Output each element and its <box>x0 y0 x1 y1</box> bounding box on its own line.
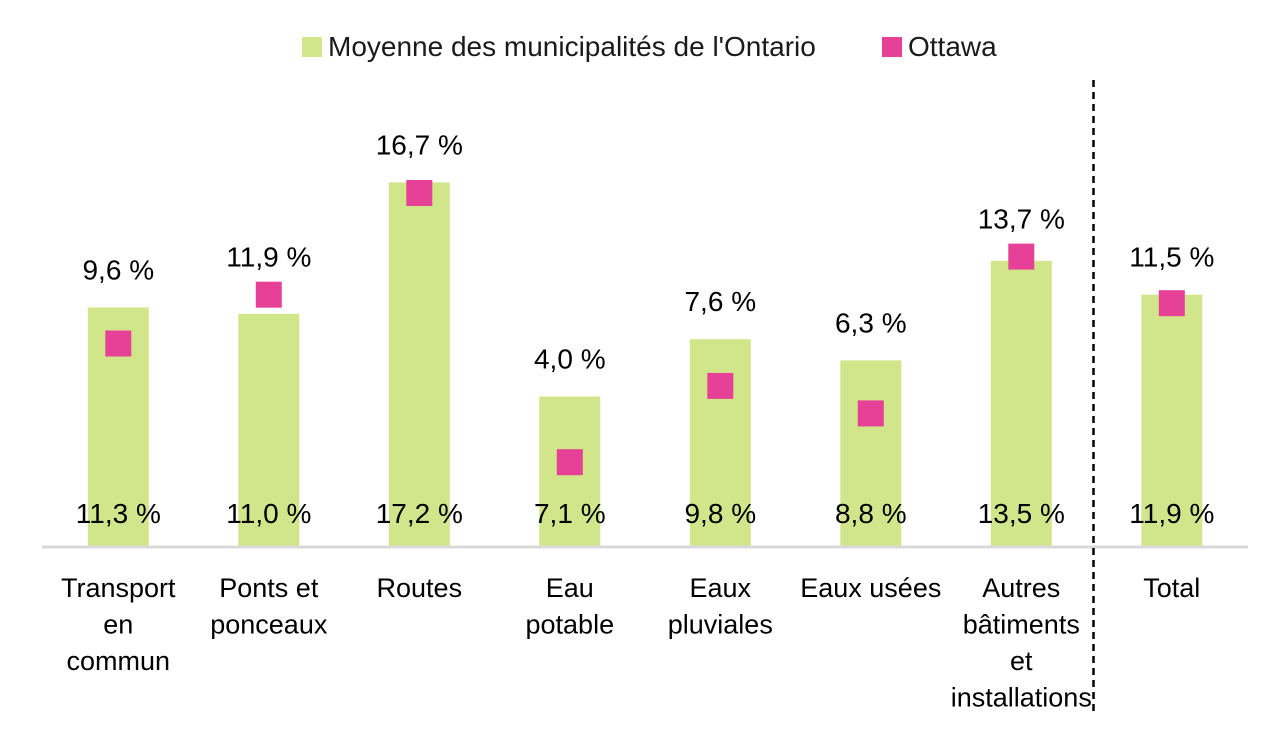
legend: Moyenne des municipalités de l'Ontario O… <box>302 31 997 62</box>
legend-swatch-average <box>302 37 322 57</box>
category-label: Eaux pluviales <box>668 573 773 640</box>
data-label-average: 13,5 % <box>978 498 1065 529</box>
bars-group <box>87 182 1203 547</box>
legend-label-average: Moyenne des municipalités de l'Ontario <box>328 31 816 62</box>
marker-ottawa <box>857 400 884 427</box>
legend-label-ottawa: Ottawa <box>908 31 997 62</box>
bar-average <box>990 260 1052 547</box>
bar-average <box>388 182 450 547</box>
category-label: Transport en commun <box>61 573 176 676</box>
data-label-ottawa: 4,0 % <box>534 344 606 375</box>
data-label-ottawa: 6,3 % <box>835 307 907 338</box>
marker-ottawa <box>1158 290 1185 317</box>
data-label-average: 11,0 % <box>226 498 311 529</box>
data-label-average: 17,2 % <box>376 498 463 529</box>
bar-average <box>238 313 300 547</box>
data-label-average: 7,1 % <box>534 498 606 529</box>
marker-ottawa <box>556 449 583 476</box>
bar-average <box>840 360 902 547</box>
bar-average <box>1141 294 1203 547</box>
value-labels-group: 11,3 % 9,6 % 11,0 % 11,9 % 17,2 % 16,7 % 7,1 %… <box>76 129 1215 529</box>
data-label-ottawa: 11,5 % <box>1129 242 1214 273</box>
legend-swatch-ottawa <box>882 37 902 57</box>
data-label-ottawa: 11,9 % <box>226 242 311 273</box>
marker-ottawa <box>255 281 282 308</box>
data-label-ottawa: 13,7 % <box>978 204 1065 235</box>
category-label: Eaux usées <box>800 573 941 603</box>
category-labels-group: Transport en commun Ponts et ponceaux Routes E… <box>61 573 1200 713</box>
marker-ottawa <box>406 180 433 206</box>
marker-ottawa <box>1008 243 1035 270</box>
category-label: Total <box>1143 573 1200 603</box>
data-label-average: 11,3 % <box>76 498 161 529</box>
data-label-ottawa: 16,7 % <box>376 129 463 160</box>
category-label: Autres bâtiments et installations <box>951 573 1092 713</box>
marker-ottawa <box>105 330 132 357</box>
marker-ottawa <box>707 372 734 399</box>
category-label: Routes <box>377 573 463 603</box>
data-label-ottawa: 9,6 % <box>82 254 154 285</box>
data-label-ottawa: 7,6 % <box>684 286 756 317</box>
category-label: Ponts et ponceaux <box>210 573 328 640</box>
ottawa-markers-group <box>105 180 1185 476</box>
data-label-average: 8,8 % <box>835 498 907 529</box>
data-label-average: 11,9 % <box>1129 498 1214 529</box>
data-label-average: 9,8 % <box>684 498 756 529</box>
category-label: Eau potable <box>526 573 615 640</box>
